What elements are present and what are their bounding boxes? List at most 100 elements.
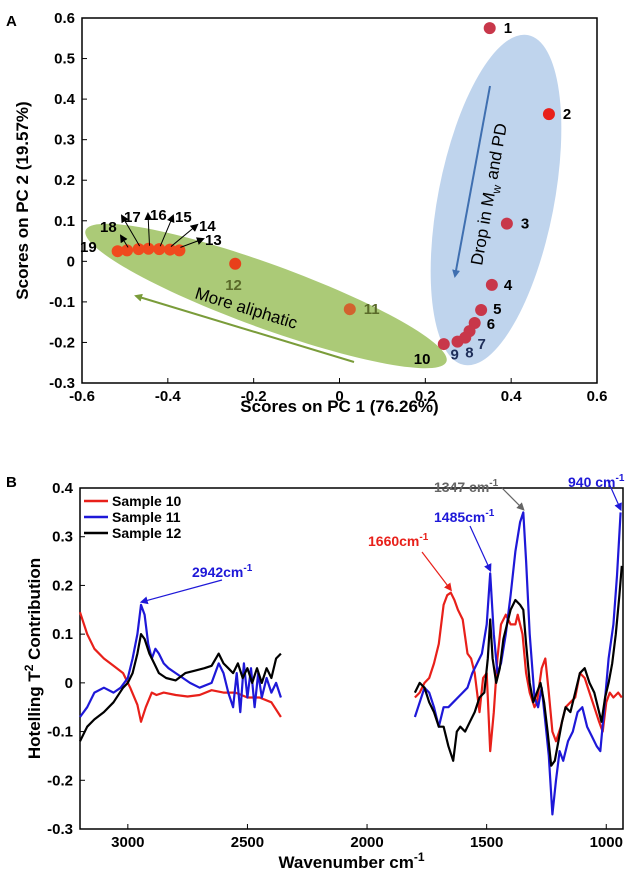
point-label: 12 bbox=[225, 277, 242, 294]
point-label: 6 bbox=[487, 316, 495, 333]
legend-entry: Sample 10 bbox=[112, 493, 181, 509]
scatter-point bbox=[485, 278, 498, 291]
scatter-point bbox=[542, 108, 555, 121]
point-label: 13 bbox=[205, 232, 222, 249]
point-label: 8 bbox=[465, 345, 473, 362]
x-tick-label: -0.2 bbox=[241, 388, 267, 405]
y-tick-label: 0.2 bbox=[52, 577, 73, 594]
peak-pointer bbox=[607, 480, 622, 512]
point-label: 18 bbox=[100, 219, 117, 236]
y-tick-label: 0.4 bbox=[52, 480, 74, 497]
drop-annotation-sub: w bbox=[489, 184, 505, 196]
axes-b: 3000 2500 2000 1500 1000 -0.3 -0.2 -0.1 0 0.1 0.2 0… bbox=[47, 480, 623, 851]
y-tick-label: -0.3 bbox=[47, 821, 73, 838]
scatter-point bbox=[121, 244, 134, 257]
x-tick-label: 1500 bbox=[470, 834, 503, 851]
peak-label: 1660cm-1 bbox=[368, 532, 429, 549]
y-axis-label-b-main: Hotelling T bbox=[25, 671, 44, 759]
point-label: 9 bbox=[451, 347, 459, 364]
x-axis-label-b-main: Wavenumber cm bbox=[278, 853, 413, 872]
y-axis-label-b: Hotelling T2 Contribution bbox=[22, 558, 44, 759]
point-label: 1 bbox=[504, 20, 512, 37]
y-tick-label: 0.3 bbox=[52, 529, 73, 546]
panel-label-b: B bbox=[6, 474, 17, 491]
point-label: 7 bbox=[478, 336, 486, 353]
series-line bbox=[413, 511, 622, 816]
y-tick-label: 0.3 bbox=[54, 132, 75, 149]
series-line bbox=[413, 565, 623, 767]
y-tick-label: 0.1 bbox=[54, 213, 75, 230]
y-tick-label: -0.2 bbox=[49, 334, 75, 351]
label-pointer bbox=[119, 234, 129, 248]
peak-label: 1347 cm-1 bbox=[434, 478, 499, 495]
y-tick-label: -0.1 bbox=[49, 294, 75, 311]
peak-pointer bbox=[421, 551, 452, 592]
y-tick-label: 0.4 bbox=[54, 91, 76, 108]
pca-score-plot: -0.6 -0.4 -0.2 0 0.2 0.4 0.6 -0.3 -0.2 -0.1 0 0.1 0.… bbox=[13, 10, 607, 416]
plot-frame-b bbox=[79, 487, 624, 830]
series-line bbox=[414, 591, 623, 753]
peak-label: 1485cm-1 bbox=[434, 508, 495, 525]
y-tick-label: 0.2 bbox=[54, 172, 75, 189]
label-pointer bbox=[144, 212, 153, 246]
axes-a: -0.6 -0.4 -0.2 0 0.2 0.4 0.6 -0.3 -0.2 -0.1 0 0.1 0.… bbox=[49, 10, 607, 405]
x-tick-label: 0 bbox=[335, 388, 343, 405]
peak-pointer bbox=[469, 525, 492, 573]
y-tick-label: 0 bbox=[65, 675, 73, 692]
scatter-points bbox=[111, 22, 555, 351]
label-pointer bbox=[159, 214, 175, 247]
scatter-point bbox=[437, 338, 450, 351]
scatter-point bbox=[142, 242, 155, 255]
aliphatic-arrow bbox=[134, 293, 355, 363]
green-cluster-ellipse bbox=[85, 223, 447, 369]
point-label: 3 bbox=[521, 216, 529, 233]
y-tick-label: 0.5 bbox=[54, 51, 75, 68]
y-tick-label: -0.1 bbox=[47, 724, 73, 741]
scatter-point bbox=[132, 243, 145, 256]
drop-arrow bbox=[452, 85, 491, 278]
y-tick-label: -0.2 bbox=[47, 772, 73, 789]
point-label: 10 bbox=[414, 351, 431, 368]
point-label: 4 bbox=[504, 277, 513, 294]
x-tick-label: 0.6 bbox=[587, 388, 608, 405]
scatter-point bbox=[163, 243, 176, 256]
peak-pointer bbox=[501, 487, 525, 511]
x-axis-label-b-sup: -1 bbox=[414, 850, 425, 864]
point-label: 14 bbox=[199, 218, 216, 235]
scatter-point bbox=[475, 304, 488, 316]
y-axis-label-b-sup: 2 bbox=[22, 664, 36, 671]
x-tick-label: 3000 bbox=[111, 834, 144, 851]
label-pointer bbox=[180, 237, 205, 248]
spectra-lines bbox=[78, 511, 623, 816]
point-label: 5 bbox=[493, 301, 501, 318]
scatter-point bbox=[343, 303, 356, 316]
scatter-point bbox=[451, 335, 464, 348]
scatter-point bbox=[111, 245, 124, 258]
point-label: 19 bbox=[80, 239, 97, 256]
y-tick-label: 0 bbox=[67, 253, 75, 270]
scatter-point bbox=[483, 22, 496, 35]
y-tick-label: 0.1 bbox=[52, 626, 73, 643]
x-tick-label: -0.6 bbox=[69, 388, 95, 405]
x-tick-label: 1000 bbox=[590, 834, 623, 851]
y-axis-label-a: Scores on PC 2 (19.57%) bbox=[13, 101, 32, 299]
y-axis-label-b-end: Contribution bbox=[25, 558, 44, 665]
scatter-point bbox=[229, 257, 242, 270]
x-axis-label-a: Scores on PC 1 (76.26%) bbox=[240, 397, 438, 416]
point-label: 11 bbox=[364, 301, 380, 318]
panel-label-a: A bbox=[6, 13, 17, 30]
y-tick-label: 0.6 bbox=[54, 10, 75, 27]
point-label: 17 bbox=[124, 209, 141, 226]
point-label: 15 bbox=[175, 209, 192, 226]
peak-label: 940 cm-1 bbox=[568, 473, 625, 490]
label-pointer bbox=[170, 223, 199, 247]
legend-entry: Sample 12 bbox=[112, 525, 181, 541]
blue-cluster-ellipse bbox=[430, 34, 562, 366]
scatter-point bbox=[173, 244, 186, 257]
y-tick-label: -0.3 bbox=[49, 375, 75, 392]
x-tick-label: 2000 bbox=[350, 834, 383, 851]
x-axis-label-b: Wavenumber cm-1 bbox=[278, 850, 424, 872]
label-pointer bbox=[120, 214, 141, 247]
